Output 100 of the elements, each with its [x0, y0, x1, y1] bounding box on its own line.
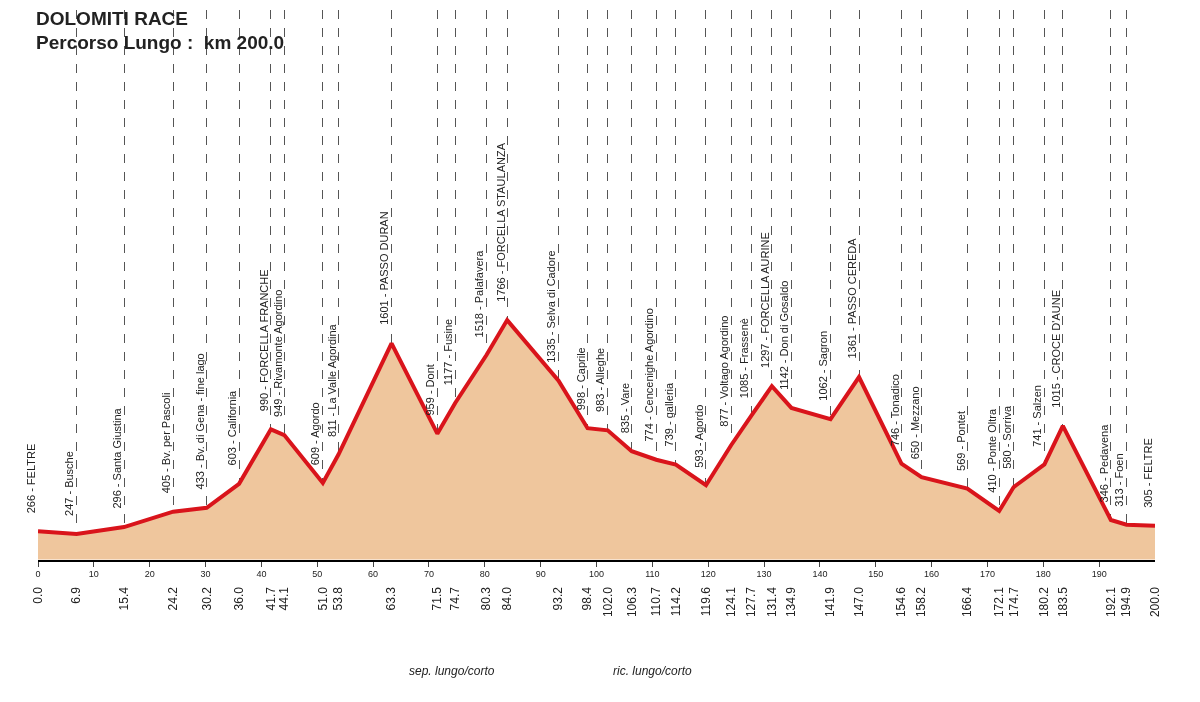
x-tick-label: 140 — [812, 569, 828, 580]
data-label: 990 - FORCELLA FRANCHE — [257, 269, 270, 412]
data-label: 983 - Alleghe — [594, 347, 607, 412]
data-label: 1142 - Don di Gosaldo — [777, 280, 790, 390]
x2-tick-label: 166.4 — [960, 586, 975, 618]
x2-tick-label: 30.2 — [199, 586, 214, 611]
x2-tick-label: 180.2 — [1037, 586, 1052, 618]
data-label: 433 - Bv. di Gena - fine lago — [193, 353, 206, 490]
chart-title: DOLOMITI RACE — [36, 7, 188, 29]
x2-tick-label: 15.4 — [116, 586, 131, 611]
data-label: 739 - galleria — [663, 382, 676, 447]
x2-tick-label: 41.7 — [263, 586, 278, 611]
data-label: 569 - Pontet — [954, 411, 967, 471]
data-label: 650 - Mezzano — [908, 386, 921, 460]
x2-tick-label: 192.1 — [1103, 586, 1118, 618]
data-label: 949 - Rivamonte Agordino — [271, 289, 284, 417]
x2-tick-label: 51.0 — [315, 586, 330, 611]
data-label: 580 - Sorriva — [1000, 404, 1013, 469]
x2-tick-label: 131.4 — [764, 586, 779, 618]
x2-tick-label: 63.3 — [384, 586, 399, 611]
data-label: 774 - Cencenighe Agordino — [643, 308, 656, 442]
data-label: 410 - Ponte Oltra — [985, 408, 998, 493]
data-label: 1518 - Palafavera — [473, 249, 486, 338]
data-label: 741 - Salzen — [1031, 385, 1044, 447]
data-label: 247 - Busche — [63, 451, 76, 516]
x2-tick-label: 158.2 — [914, 586, 929, 618]
x2-tick-label: 53.8 — [331, 586, 346, 611]
x2-tick-label: 183.5 — [1055, 586, 1070, 618]
data-label: 266 - FELTRE — [24, 443, 37, 514]
x-tick-label: 40 — [256, 569, 267, 580]
x2-tick-label: 154.6 — [894, 586, 909, 618]
x2-tick-label: 98.4 — [580, 586, 595, 611]
data-label: 346 - Pedavena — [1098, 423, 1111, 503]
x2-tick-label: 74.7 — [448, 586, 463, 611]
x2-tick-label: 134.9 — [784, 586, 799, 618]
x2-tick-label: 172.1 — [992, 586, 1007, 618]
data-label: 1361 - PASSO CEREDA — [846, 237, 859, 359]
x2-tick-label: 6.9 — [69, 586, 84, 604]
data-label: 1297 - FORCELLA AURINE — [758, 232, 771, 368]
data-label: 305 - FELTRE — [1142, 438, 1155, 508]
x2-tick-label: 80.3 — [479, 586, 494, 611]
data-label: 593 - Agordo — [693, 404, 706, 468]
x-tick-label: 160 — [924, 569, 940, 580]
data-label: 959 - Dont — [424, 364, 437, 416]
data-label: 603 - California — [225, 389, 238, 466]
data-label: 811 - La Valle Agordina — [325, 323, 338, 438]
x-tick-label: 80 — [479, 569, 490, 580]
x2-tick-label: 0.0 — [30, 586, 45, 604]
x2-tick-label: 24.2 — [166, 586, 181, 611]
x-tick-label: 170 — [979, 569, 995, 580]
data-label: 1085 - Frassenè — [738, 318, 751, 399]
data-label: 1062 - Sagron — [817, 330, 830, 401]
x2-tick-label: 119.6 — [698, 586, 713, 617]
x2-tick-label: 127.7 — [744, 586, 759, 618]
x-tick-label: 30 — [200, 569, 211, 580]
x2-tick-label: 200.0 — [1147, 586, 1162, 618]
x2-tick-label: 114.2 — [668, 586, 683, 617]
data-label: 1335 - Selva di Cadore — [545, 250, 558, 363]
x2-tick-label: 93.2 — [551, 586, 566, 611]
data-label: 877 - Voltago Agordino — [718, 315, 731, 427]
data-label: 313 - Foen — [1113, 453, 1126, 507]
data-label: 1177 - Fusine — [442, 318, 455, 386]
x-tick-label: 100 — [588, 569, 605, 580]
x2-tick-label: 102.0 — [600, 586, 615, 618]
x2-tick-label: 124.1 — [724, 586, 738, 618]
x-tick-label: 90 — [535, 569, 546, 580]
text: sep. lungo/corto — [409, 664, 495, 678]
x2-tick-label: 194.9 — [1119, 586, 1134, 618]
data-label: 609 - Agordo — [309, 402, 322, 466]
x2-tick-label: 147.0 — [851, 586, 866, 618]
x-tick-label: 20 — [144, 569, 155, 580]
data-label: 1601 - PASSO DURAN — [378, 211, 391, 325]
x2-tick-label: 36.0 — [231, 586, 246, 611]
x2-tick-label: 71.5 — [430, 586, 445, 611]
x2-tick-label: 141.9 — [823, 586, 838, 618]
data-label: 1015 - CROCE D'AUNE — [1050, 290, 1063, 408]
data-label: 746 - Tonadico — [888, 374, 901, 447]
data-label: 1766 - FORCELLA STAULANZA — [494, 142, 507, 302]
x2-tick-label: 174.7 — [1006, 586, 1021, 618]
x-tick-label: 180 — [1035, 569, 1051, 580]
x2-tick-label: 84.0 — [500, 586, 515, 611]
x-tick-label: 0 — [35, 569, 41, 580]
x2-tick-label: 44.1 — [277, 586, 292, 611]
text: ric. lungo/corto — [613, 664, 693, 678]
data-label: 835 - Vare — [619, 382, 632, 434]
data-label: 998 - Caprile — [574, 347, 587, 411]
x2-tick-label: 106.3 — [624, 586, 639, 618]
x-tick-label: 130 — [756, 569, 772, 580]
x-tick-label: 10 — [88, 569, 99, 580]
x-tick-label: 120 — [700, 569, 716, 580]
x-tick-label: 60 — [368, 569, 379, 580]
x2-tick-label: 110.7 — [649, 586, 664, 617]
x-tick-label: 190 — [1091, 569, 1107, 580]
x-tick-label: 70 — [423, 569, 434, 580]
x-tick-label: 110 — [645, 569, 660, 580]
data-label: 405 - Bv. per Pascoli — [159, 392, 172, 494]
x-tick-label: 150 — [868, 569, 884, 580]
data-label: 296 - Santa Giustina — [111, 407, 124, 509]
x-tick-label: 50 — [312, 569, 323, 580]
chart-subtitle: Percorso Lungo : km 200.0 — [36, 32, 285, 54]
